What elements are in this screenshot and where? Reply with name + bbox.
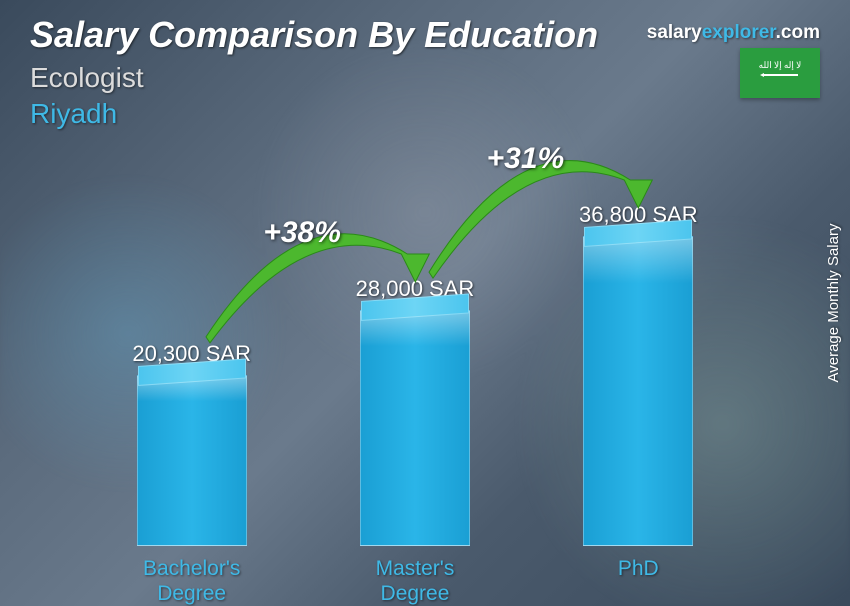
- bar-label-1: Master'sDegree: [325, 556, 505, 606]
- chart-area: 20,300 SARBachelor'sDegree28,000 SARMast…: [80, 186, 750, 546]
- flag-emblem: لا إله إلا الله: [750, 56, 810, 89]
- brand-part3: .com: [776, 22, 820, 43]
- increase-arrow-1: +31%: [375, 108, 678, 312]
- bar-label-0: Bachelor'sDegree: [102, 556, 282, 606]
- increase-label-1: +31%: [487, 142, 565, 176]
- brand-part2: explorer: [702, 22, 776, 43]
- main-title: Salary Comparison By Education: [30, 14, 598, 56]
- job-subtitle: Ecologist: [30, 62, 144, 94]
- brand-logo: salaryexplorer.com: [647, 22, 820, 44]
- arrow-icon: [375, 108, 678, 312]
- bar-0: [137, 375, 247, 546]
- brand-part1: salary: [647, 22, 702, 43]
- chart-container: Salary Comparison By Education Ecologist…: [0, 0, 850, 606]
- increase-label-0: +38%: [263, 216, 341, 250]
- country-flag: لا إله إلا الله: [740, 48, 820, 98]
- bar-label-2: PhD: [548, 556, 728, 581]
- y-axis-label: Average Monthly Salary: [825, 224, 842, 383]
- svg-text:لا إله إلا الله: لا إله إلا الله: [759, 60, 802, 71]
- location-subtitle: Riyadh: [30, 98, 117, 130]
